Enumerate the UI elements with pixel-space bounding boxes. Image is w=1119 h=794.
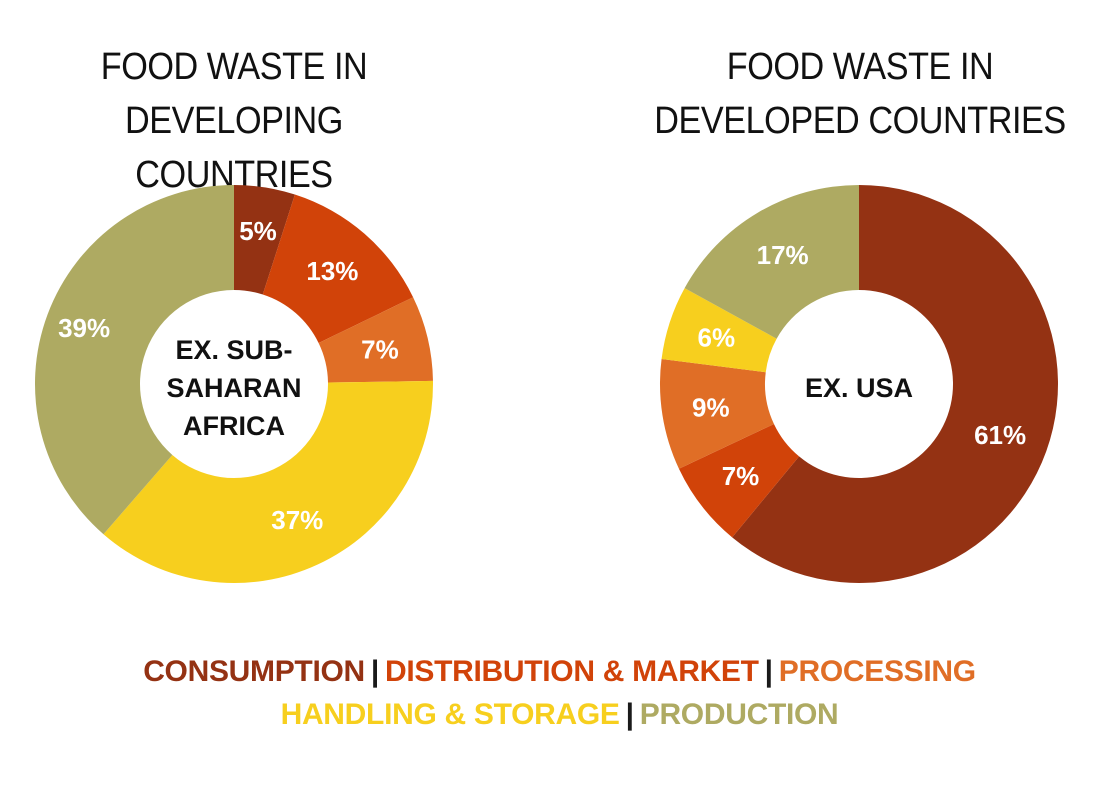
center-label-line: AFRICA (183, 411, 285, 441)
donut-chart-developing: 5% 13% 7% 37% 39% EX. SUB- SAHARAN AFRICA (35, 185, 433, 583)
chart-title-line: DEVELOPED COUNTRIES (654, 100, 1066, 142)
legend-separator: | (370, 655, 379, 688)
legend-item-handling: HANDLING & STORAGE (280, 698, 620, 731)
center-label-line: SAHARAN (167, 373, 302, 403)
donut-slice-production (35, 185, 235, 535)
data-label-processing: 9% (692, 392, 730, 422)
donut-slice-consumption (732, 185, 1059, 583)
chart-title-developed: FOOD WASTE IN DEVELOPED COUNTRIES (653, 40, 1067, 148)
donut-slice-production (684, 185, 859, 339)
donut-slice-distribution (262, 194, 414, 344)
donut-slice-processing (659, 359, 774, 469)
center-label-line: EX. SUB- (175, 335, 292, 365)
donut-slice-processing (318, 297, 433, 383)
legend-item-consumption: CONSUMPTION (143, 655, 365, 688)
legend-row: CONSUMPTION | DISTRIBUTION & MARKET | PROCES… (0, 650, 1119, 694)
chart-title-line: FOOD WASTE IN (100, 46, 368, 88)
donut-slice-handling (661, 288, 777, 373)
legend-item-production: PRODUCTION (639, 698, 839, 731)
donut-slice-handling (103, 380, 433, 583)
data-label-distribution: 7% (722, 461, 760, 491)
chart-title-developing: FOOD WASTE IN DEVELOPING COUNTRIES (27, 40, 441, 202)
donut-slice-consumption (234, 185, 295, 295)
chart-title-line: FOOD WASTE IN (726, 46, 994, 88)
data-label-handling: 6% (698, 323, 736, 353)
donut-slice-distribution (678, 424, 800, 538)
legend-item-processing: PROCESSING (778, 655, 976, 688)
data-label-consumption: 61% (974, 420, 1026, 450)
data-label-handling: 37% (271, 505, 323, 535)
data-label-production: 17% (757, 240, 809, 270)
donut-chart-developed: 61% 7% 9% 6% 17% EX. USA (659, 185, 1059, 583)
chart-title-line: DEVELOPING COUNTRIES (125, 100, 343, 196)
legend-row: HANDLING & STORAGE | PRODUCTION (0, 693, 1119, 737)
legend-separator: | (764, 655, 773, 688)
data-label-distribution: 13% (306, 256, 358, 286)
data-label-processing: 7% (361, 334, 399, 364)
data-label-production: 39% (58, 313, 110, 343)
center-label-line: EX. USA (805, 373, 913, 403)
data-label-consumption: 5% (239, 216, 277, 246)
legend-item-distribution: DISTRIBUTION & MARKET (384, 655, 759, 688)
legend-separator: | (625, 698, 634, 731)
